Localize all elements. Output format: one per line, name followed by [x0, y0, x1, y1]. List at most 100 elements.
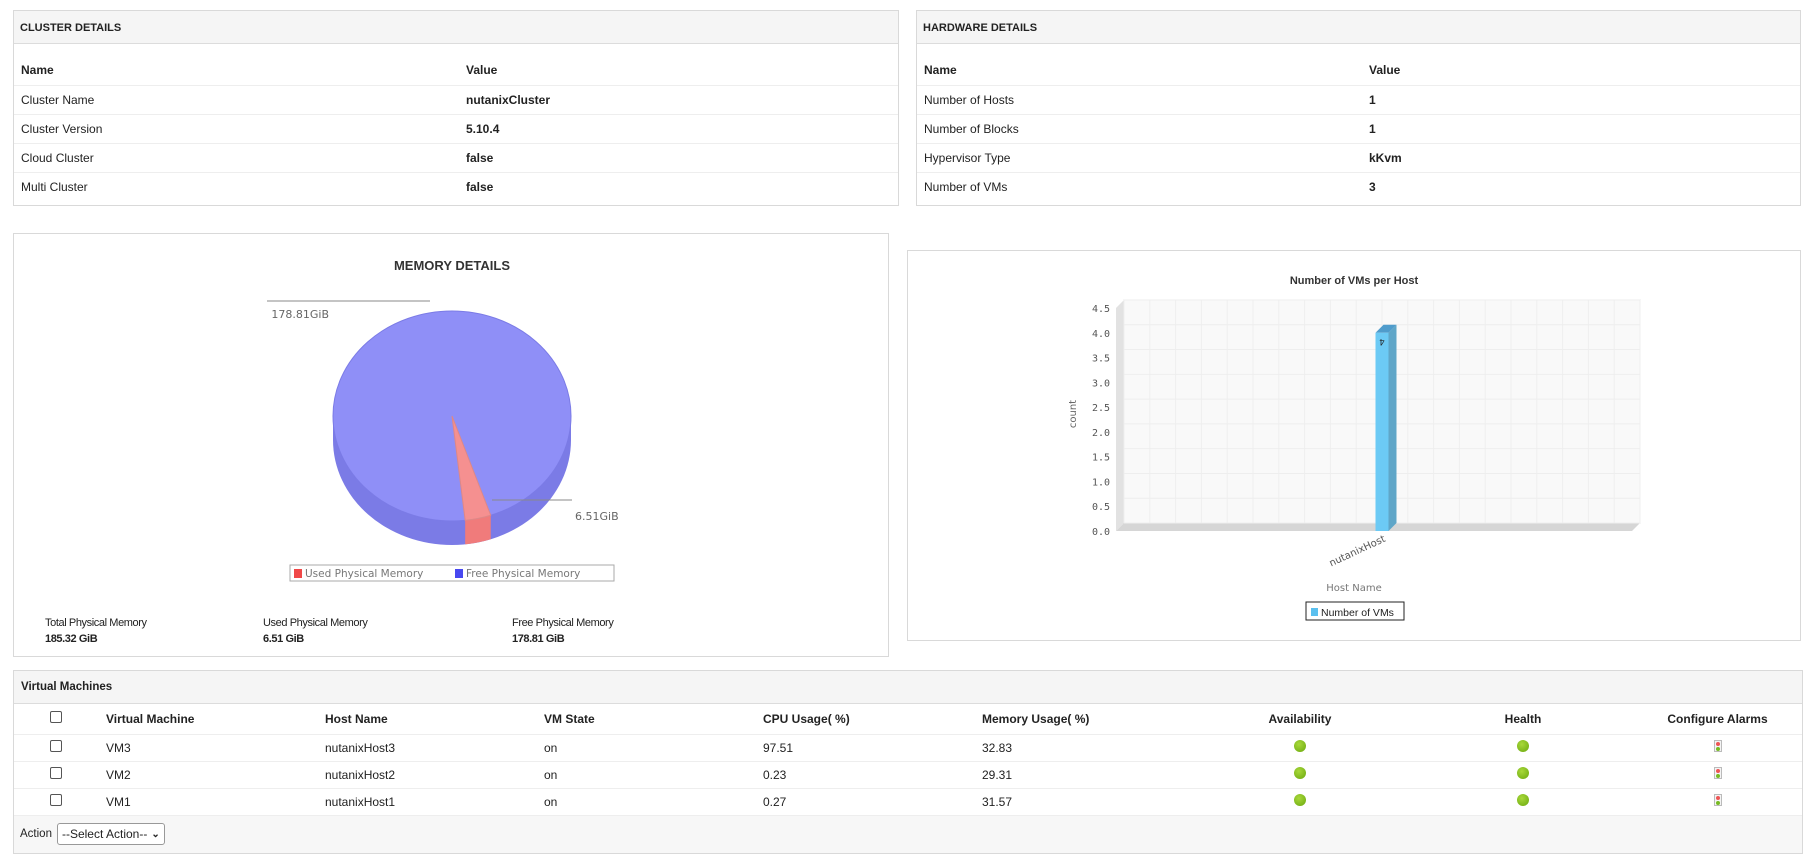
- availability-status-icon[interactable]: [1294, 794, 1306, 806]
- health-status-icon[interactable]: [1517, 740, 1529, 752]
- pie-legend: Used Physical Memory Free Physical Memor…: [289, 564, 615, 582]
- row-name: Cloud Cluster: [14, 143, 459, 173]
- table-row: Multi Cluster false: [14, 172, 898, 201]
- virtual-machines-title: Virtual Machines: [14, 671, 1802, 704]
- row-value: 1: [1362, 85, 1800, 115]
- row-checkbox[interactable]: [50, 794, 62, 806]
- col-vm-state[interactable]: VM State: [544, 704, 763, 735]
- col-host-name[interactable]: Host Name: [325, 704, 544, 735]
- stat-value: 6.51 GiB: [263, 633, 304, 645]
- pie-label-used: 6.51GiB: [575, 510, 619, 523]
- select-all-checkbox[interactable]: [50, 711, 62, 724]
- stat-label: Used Physical Memory: [263, 617, 368, 629]
- availability-status-icon[interactable]: [1294, 767, 1306, 779]
- vm-state: on: [544, 761, 763, 789]
- configure-alarms-icon[interactable]: [1713, 767, 1722, 779]
- legend-swatch: [1311, 608, 1318, 616]
- memory-pie-chart: MEMORY DETAILS 178.81GiB 6.51GiB Used Ph…: [267, 258, 619, 582]
- vm-state: on: [544, 788, 763, 816]
- col-memory-usage[interactable]: Memory Usage( %): [982, 704, 1187, 735]
- table-row: Number of VMs 3: [917, 172, 1800, 201]
- bar-top: [1375, 324, 1397, 333]
- legend-swatch-free: [455, 569, 463, 578]
- row-name: Multi Cluster: [21, 179, 88, 194]
- col-name: Name: [917, 56, 1362, 86]
- configure-alarms-icon[interactable]: [1713, 740, 1722, 752]
- pie-label-free: 178.81GiB: [271, 308, 329, 321]
- row-value: 5.10.4: [459, 114, 898, 144]
- stat-total: Total Physical Memory 185.32 GiB: [45, 617, 147, 645]
- cluster-details-panel: CLUSTER DETAILS Name Value Cluster Name nu…: [13, 10, 899, 206]
- health-status-icon[interactable]: [1517, 794, 1529, 806]
- stat-free: Free Physical Memory 178.81 GiB: [512, 617, 614, 645]
- bar-legend: Number of VMs: [1305, 601, 1405, 621]
- vm-table: Virtual Machine Host Name VM State CPU U…: [14, 704, 1802, 816]
- stat-used: Used Physical Memory 6.51 GiB: [263, 617, 368, 645]
- cpu-usage: 0.23: [763, 761, 982, 789]
- col-virtual-machine[interactable]: Virtual Machine: [106, 704, 325, 735]
- table-row: Number of Hosts 1: [917, 85, 1800, 115]
- y-tick-label: 3.0: [1092, 378, 1110, 389]
- y-tick-label: 0.0: [1092, 527, 1110, 538]
- chevron-down-icon: ⌄: [151, 828, 160, 840]
- col-value: Value: [459, 56, 898, 86]
- row-name: Hypervisor Type: [917, 143, 1362, 173]
- y-tick-label: 1.5: [1092, 453, 1110, 464]
- row-name: Cluster Version: [14, 114, 459, 144]
- col-value: Value: [1362, 56, 1800, 86]
- bar-nutanixHost[interactable]: [1375, 332, 1389, 531]
- hardware-details-table: Name Value Number of Hosts 1 Number of Blo…: [917, 56, 1800, 201]
- row-checkbox[interactable]: [50, 767, 62, 779]
- pie-title: MEMORY DETAILS: [394, 258, 510, 273]
- vms-per-host-chart: Number of VMs per Host 0.0 0.5 1.0 1.5 2.0 2.…: [1068, 275, 1641, 621]
- bar-data-label: 4: [1379, 337, 1384, 347]
- y-tick-label: 2.0: [1092, 428, 1110, 439]
- table-row: VM2 nutanixHost2 on 0.23 29.31: [14, 761, 1802, 789]
- host-name: nutanixHost2: [325, 761, 544, 789]
- col-availability[interactable]: Availability: [1187, 704, 1413, 735]
- stat-label: Free Physical Memory: [512, 617, 614, 629]
- pie-slice-used: [451, 415, 492, 521]
- action-select[interactable]: --Select Action-- ⌄: [56, 823, 165, 845]
- legend-number-of-vms: Number of VMs: [1321, 607, 1394, 619]
- cpu-usage: 0.27: [763, 788, 982, 816]
- cpu-usage: 97.51: [763, 734, 982, 762]
- y-tick-label: 0.5: [1092, 502, 1110, 513]
- health-status-icon[interactable]: [1517, 767, 1529, 779]
- row-name: Number of Blocks: [917, 114, 1362, 144]
- row-name: Cluster Name: [14, 85, 459, 115]
- col-cpu-usage[interactable]: CPU Usage( %): [763, 704, 982, 735]
- vm-name-link[interactable]: VM3: [106, 734, 325, 762]
- row-name: Number of Hosts: [917, 85, 1362, 115]
- table-row: Hypervisor Type kKvm: [917, 143, 1800, 173]
- memory-usage: 32.83: [982, 734, 1187, 762]
- bar-side: [1388, 324, 1397, 531]
- row-value: 3: [1369, 179, 1376, 194]
- y-wall: [1116, 300, 1124, 531]
- stat-value: 185.32 GiB: [45, 633, 98, 645]
- memory-usage: 29.31: [982, 761, 1187, 789]
- x-axis-label: Host Name: [1326, 583, 1381, 594]
- row-checkbox[interactable]: [50, 740, 62, 752]
- vm-name-link[interactable]: VM2: [106, 761, 325, 789]
- y-tick-label: 1.0: [1092, 477, 1110, 488]
- availability-status-icon[interactable]: [1294, 740, 1306, 752]
- cluster-details-title: CLUSTER DETAILS: [14, 11, 898, 44]
- table-row: Number of Blocks 1: [917, 114, 1800, 144]
- vm-state: on: [544, 734, 763, 762]
- row-value: 1: [1362, 114, 1800, 144]
- stat-value: 178.81 GiB: [512, 633, 565, 645]
- col-health[interactable]: Health: [1413, 704, 1633, 735]
- virtual-machines-panel: Virtual Machines Virtual Machine Host Na…: [13, 670, 1803, 854]
- vm-name-link[interactable]: VM1: [106, 788, 325, 816]
- row-name: Number of VMs: [924, 179, 1008, 194]
- row-value: nutanixCluster: [459, 85, 898, 115]
- col-name: Name: [14, 56, 459, 86]
- table-row: VM3 nutanixHost3 on 97.51 32.83: [14, 734, 1802, 762]
- stat-label: Total Physical Memory: [45, 617, 147, 629]
- y-tick-label: 2.5: [1092, 403, 1110, 414]
- host-name: nutanixHost1: [325, 788, 544, 816]
- table-row: Cloud Cluster false: [14, 143, 898, 173]
- configure-alarms-icon[interactable]: [1713, 794, 1722, 806]
- bar-chart-title: Number of VMs per Host: [1290, 275, 1419, 287]
